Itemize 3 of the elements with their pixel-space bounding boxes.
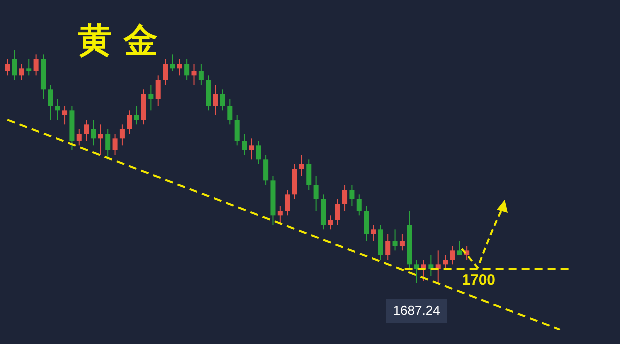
annotation: 1700	[462, 272, 496, 289]
annotation: 1687.24	[393, 302, 440, 318]
chart-title: 黄金	[78, 20, 170, 63]
